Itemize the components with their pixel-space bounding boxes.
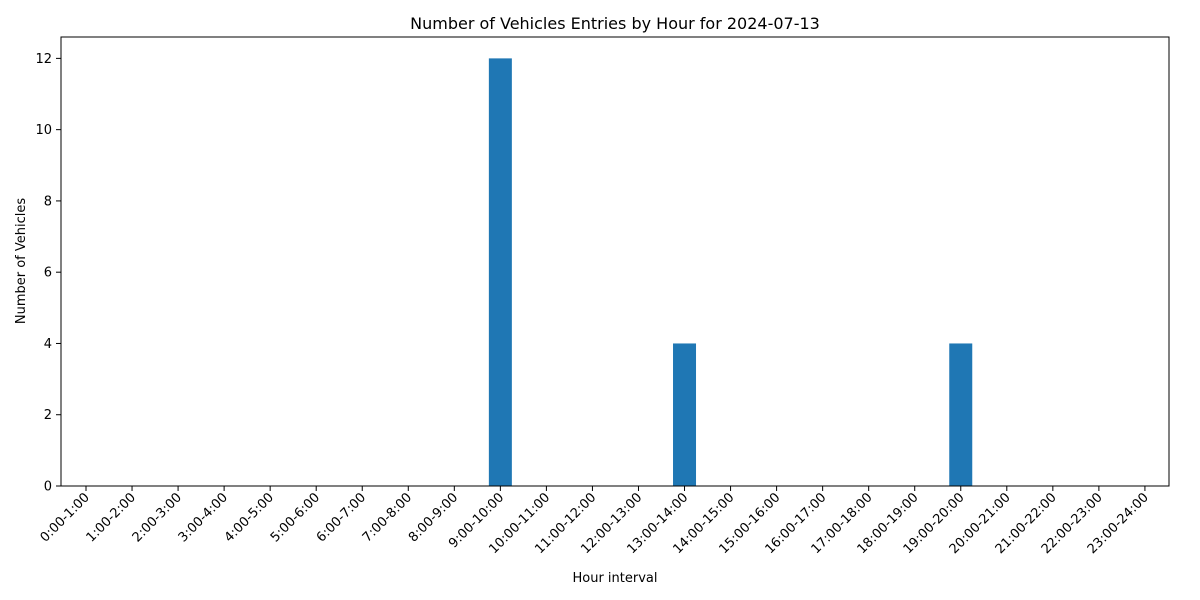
- x-tick-label: 2:00-3:00: [130, 490, 185, 545]
- bar-13:00-14:00: [673, 343, 697, 486]
- y-tick-label: 4: [44, 337, 52, 352]
- x-tick-label: 7:00-8:00: [360, 490, 415, 545]
- y-tick-label: 2: [44, 408, 52, 423]
- y-tick-label: 10: [35, 123, 52, 138]
- bar-19:00-20:00: [949, 343, 973, 486]
- x-tick-label: 5:00-6:00: [268, 490, 323, 545]
- x-axis: 0:00-1:001:00-2:002:00-3:003:00-4:004:00…: [38, 486, 1152, 557]
- y-axis-label: Number of Vehicles: [14, 198, 29, 325]
- x-tick-label: 0:00-1:00: [38, 490, 93, 545]
- y-tick-label: 6: [44, 266, 52, 281]
- x-tick-label: 4:00-5:00: [222, 490, 277, 545]
- x-tick-label: 3:00-4:00: [176, 490, 231, 545]
- x-tick-label: 1:00-2:00: [84, 490, 139, 545]
- y-axis: 0 2 4 6 8 10 12: [35, 52, 61, 495]
- chart-title: Number of Vehicles Entries by Hour for 2…: [410, 14, 820, 33]
- x-axis-label: Hour interval: [572, 571, 657, 586]
- plot-frame: [60, 36, 1170, 487]
- bars-group: [488, 58, 973, 486]
- y-tick-label: 12: [35, 52, 52, 67]
- bar-9:00-10:00: [488, 58, 512, 486]
- x-tick-label: 6:00-7:00: [314, 490, 369, 545]
- y-tick-label: 8: [44, 194, 52, 209]
- y-tick-label: 0: [44, 480, 52, 495]
